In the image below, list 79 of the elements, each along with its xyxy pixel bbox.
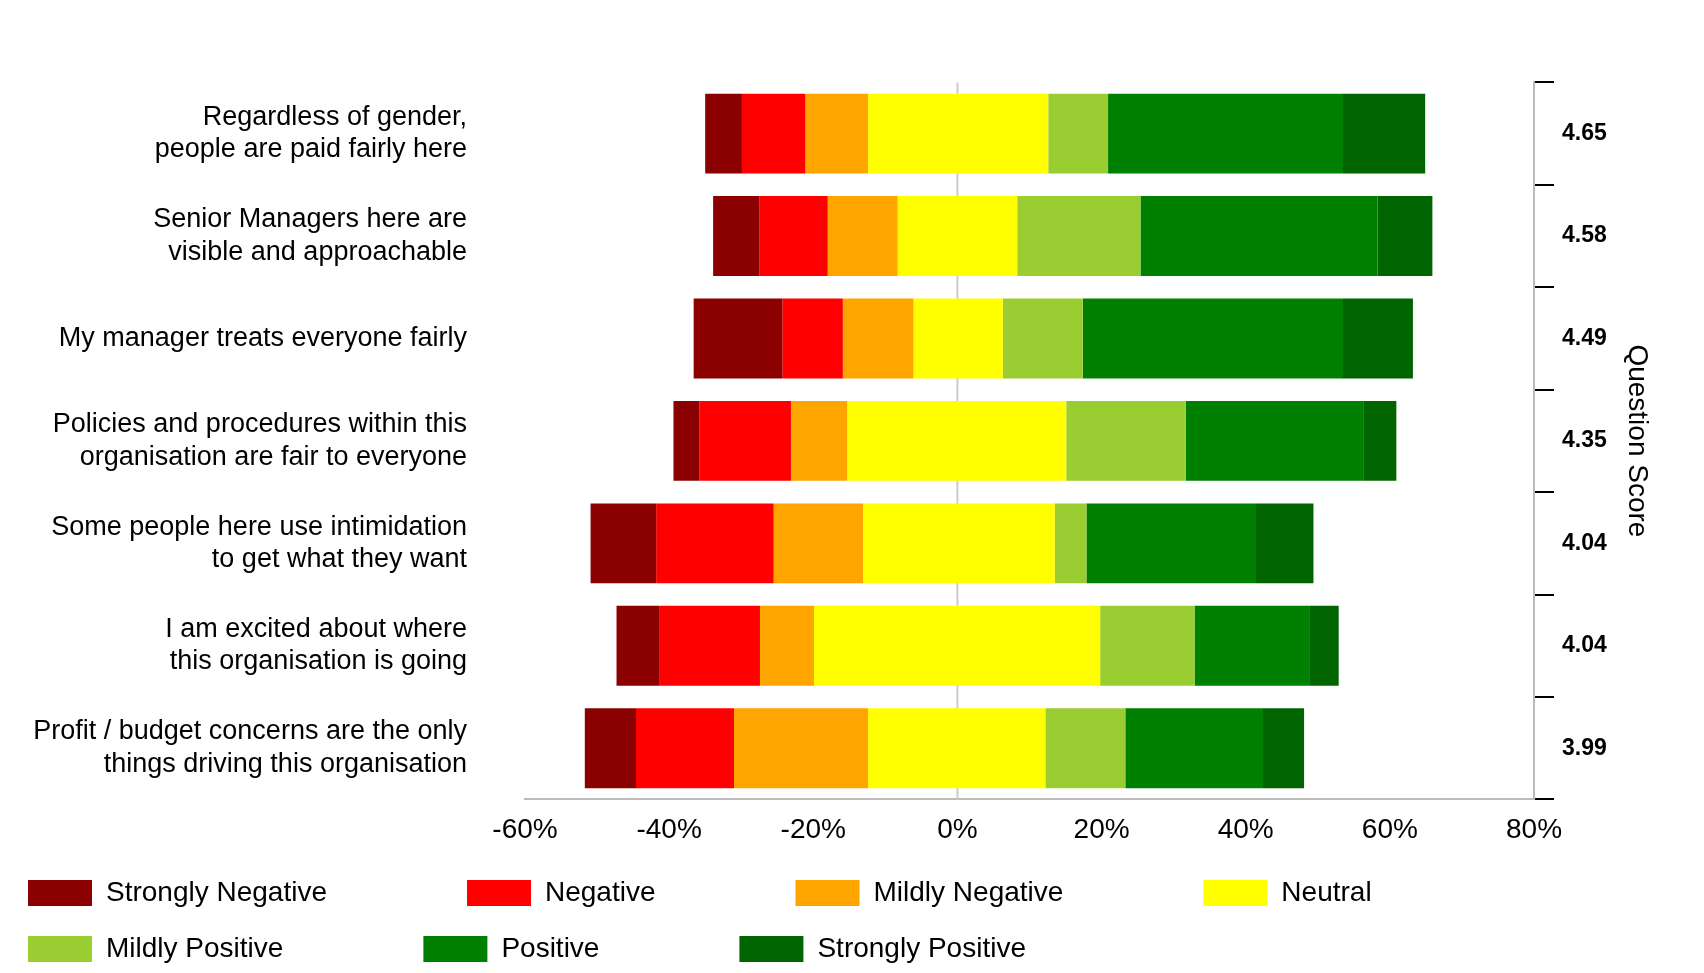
y-tick-label: Senior Managers here are visible and approachable	[153, 203, 467, 266]
bar	[1045, 708, 1126, 789]
bar	[1108, 93, 1344, 174]
bar	[734, 708, 869, 789]
bar	[1086, 503, 1256, 584]
bar	[1185, 400, 1364, 481]
x-tick-label: 60%	[1361, 812, 1418, 844]
bar	[713, 196, 760, 276]
legend-label: Neutral	[1281, 875, 1484, 907]
legend-label: Strongly Positive	[817, 931, 1138, 963]
bar	[1054, 503, 1087, 584]
bar	[1002, 298, 1083, 379]
bar	[705, 93, 742, 174]
y2-tick-label: 4.04	[1562, 631, 1607, 658]
bar	[805, 93, 869, 174]
bar	[847, 400, 1067, 481]
bar	[699, 400, 791, 481]
x-tick-label: 80%	[1505, 812, 1563, 844]
y2-tick-label: 4.58	[1562, 221, 1607, 248]
y2-tick-label: 4.49	[1562, 323, 1607, 350]
bar	[635, 708, 735, 789]
y2-tick-label: 4.04	[1562, 528, 1607, 555]
bar	[842, 298, 914, 379]
x-tick-label: -40%	[636, 812, 702, 844]
y-tick-label: Profit / budget concerns are the only things driving this organisation	[33, 715, 468, 778]
bar	[1082, 298, 1344, 379]
bar	[584, 708, 636, 789]
x-tick-label: 0%	[937, 812, 978, 844]
y-tick-label: Policies and procedures within this organisation are fair to everyone	[52, 408, 467, 471]
x-tick-label: 20%	[1073, 812, 1130, 844]
bar	[913, 298, 1003, 379]
x-tick-label: -20%	[780, 812, 846, 844]
bar	[741, 93, 806, 174]
bar	[814, 605, 1101, 686]
bar	[1100, 605, 1195, 686]
bar	[868, 708, 1046, 789]
bar	[673, 400, 700, 481]
bar	[790, 400, 848, 481]
legend-label: Mildly Negative	[873, 875, 1176, 907]
bar	[1048, 93, 1109, 174]
bar	[590, 503, 657, 584]
bar	[782, 298, 843, 379]
legend-label: Positive	[501, 931, 712, 963]
bar	[773, 503, 864, 584]
bar	[616, 605, 660, 686]
y-tick-label: Some people here use intimidation to get what they want	[51, 510, 468, 573]
bar	[1255, 503, 1314, 584]
x-tick-label: -60%	[492, 812, 558, 844]
bar	[759, 196, 828, 276]
legend-label: Mildly Positive	[106, 931, 396, 963]
y-tick-label: My manager treats everyone fairly	[58, 321, 468, 352]
bar	[863, 503, 1055, 584]
y2-tick-label: 3.99	[1562, 733, 1607, 760]
bar	[1309, 605, 1339, 686]
bar	[827, 196, 898, 276]
y2-tick-label: 4.65	[1562, 118, 1607, 145]
bar	[693, 298, 783, 379]
bar	[1263, 708, 1305, 789]
bar	[656, 503, 774, 584]
y2-axis-title: Question Score	[1623, 344, 1655, 538]
bar	[897, 196, 1018, 276]
bar	[1343, 298, 1413, 379]
bar	[659, 605, 760, 686]
bar	[1363, 400, 1397, 481]
bar	[759, 605, 815, 686]
bar	[1125, 708, 1264, 789]
y-tick-label: I am excited about where this organisation is going	[165, 613, 467, 676]
legend-label: Negative	[545, 875, 768, 907]
bar	[1343, 93, 1426, 174]
x-tick-label: 40%	[1217, 812, 1274, 844]
bar	[1066, 400, 1186, 481]
bar	[1194, 605, 1310, 686]
bar	[868, 93, 1049, 174]
legend-label: Strongly Negative	[106, 875, 440, 907]
y2-tick-label: 4.35	[1562, 426, 1607, 453]
bar	[1377, 196, 1433, 276]
y-tick-label: Regardless of gender, people are paid fairly here	[154, 100, 467, 164]
bar	[1140, 196, 1378, 276]
bar	[1017, 196, 1141, 276]
